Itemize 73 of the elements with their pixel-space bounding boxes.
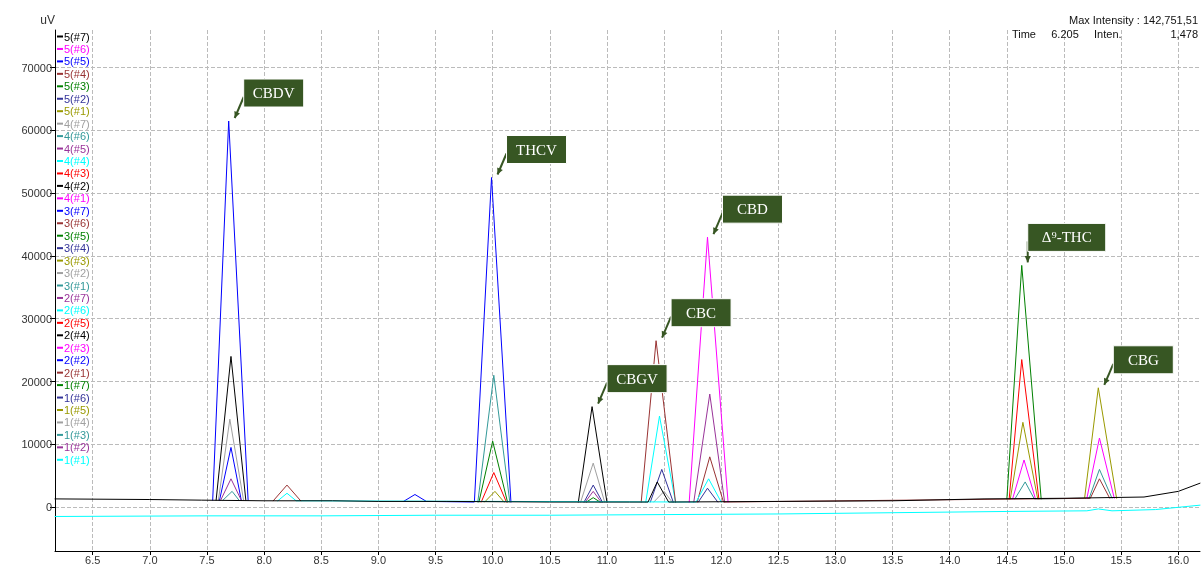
legend-label: 3(#7) (64, 204, 90, 217)
text: Max Intensity : 142,751,51 (1068, 13, 1199, 26)
legend-label: 2(#5) (64, 316, 90, 329)
legend-label: 2(#6) (64, 304, 90, 317)
x-tick-label: 13.5 (881, 553, 904, 566)
legend-label: 3(#4) (64, 242, 90, 255)
x-tick-label: 14.0 (939, 553, 961, 566)
x-tick-label: 7.5 (199, 553, 215, 566)
x-tick-label: 11.0 (596, 553, 618, 566)
y-tick-label: 0 (45, 501, 52, 514)
legend-label: 5(#5) (64, 55, 90, 68)
legend-label: 2(#4) (64, 329, 90, 342)
y-tick-label: 50000 (21, 187, 52, 200)
legend-label: 3(#3) (64, 254, 90, 267)
legend-label: 1(#1) (64, 453, 90, 466)
y-tick-label: 30000 (21, 312, 52, 325)
x-tick-label: 6.5 (85, 553, 101, 566)
annotation: Time 6.205 Inten. 1,478 (1011, 27, 1199, 40)
y-tick-label: 40000 (21, 249, 52, 262)
x-tick-label: 7.0 (142, 553, 158, 566)
legend-label: 3(#1) (64, 279, 90, 292)
legend-label: 2(#1) (64, 366, 90, 379)
legend-label: 4(#1) (64, 192, 90, 205)
legend-label: 5(#4) (64, 67, 90, 80)
annotation: THCV (516, 141, 558, 158)
legend-label: 1(#3) (64, 428, 90, 441)
x-tick-label: 8.5 (313, 553, 329, 566)
legend-label: 1(#5) (64, 404, 90, 416)
x-tick-label: 12.5 (767, 553, 790, 566)
legend-label: 4(#3) (64, 167, 90, 180)
legend-label: 1(#2) (64, 441, 90, 454)
legend-label: 5(#7) (64, 30, 90, 43)
y-tick-label: 70000 (21, 61, 52, 74)
annotation: Δ⁹-THC (1041, 229, 1092, 246)
x-tick-label: 11.5 (653, 553, 675, 566)
legend-label: 2(#3) (64, 341, 90, 354)
x-tick-label: 16.0 (1167, 553, 1189, 566)
legend-label: 3(#5) (64, 229, 90, 242)
annotation: CBD (737, 201, 769, 218)
legend-label: 5(#1) (64, 105, 90, 118)
x-tick-label: 15.0 (1053, 553, 1075, 566)
legend-label: 3(#2) (64, 267, 90, 280)
legend-label: 5(#3) (64, 80, 90, 93)
x-tick-label: 14.5 (996, 553, 1018, 566)
legend-label: 5(#6) (64, 42, 90, 55)
x-tick-label: 15.5 (1110, 553, 1132, 566)
legend-label: 4(#6) (64, 130, 90, 143)
legend-label: 4(#2) (64, 179, 90, 192)
annotation: CBDV (252, 85, 295, 102)
legend-label: 5(#2) (64, 92, 90, 105)
legend-label: 4(#7) (64, 117, 90, 130)
x-tick-label: 13.0 (824, 553, 847, 566)
annotation: CBC (686, 304, 717, 321)
x-tick-label: 10.0 (481, 553, 504, 566)
y-tick-label: 20000 (21, 375, 52, 388)
legend-label: 2(#7) (64, 291, 90, 304)
x-tick-label: 8.0 (256, 553, 272, 566)
legend-label: 1(#7) (64, 379, 90, 392)
x-tick-label: 9.5 (427, 553, 444, 566)
legend-label: 3(#6) (64, 217, 90, 230)
legend-label: 1(#4) (64, 416, 90, 429)
x-tick-label: 10.5 (539, 553, 561, 566)
y-tick-label: 60000 (21, 124, 52, 137)
legend-label: 2(#2) (64, 354, 90, 367)
annotation: CBG (1127, 351, 1159, 368)
x-tick-label: 12.0 (710, 553, 732, 566)
x-tick-label: 9.0 (370, 553, 387, 566)
legend-label: 1(#6) (64, 391, 90, 404)
annotation: CBGV (616, 370, 659, 387)
y-axis-title: uV (40, 13, 55, 27)
y-tick-label: 10000 (21, 438, 52, 451)
legend-label: 4(#5) (64, 142, 90, 155)
legend-label: 4(#4) (64, 155, 90, 167)
